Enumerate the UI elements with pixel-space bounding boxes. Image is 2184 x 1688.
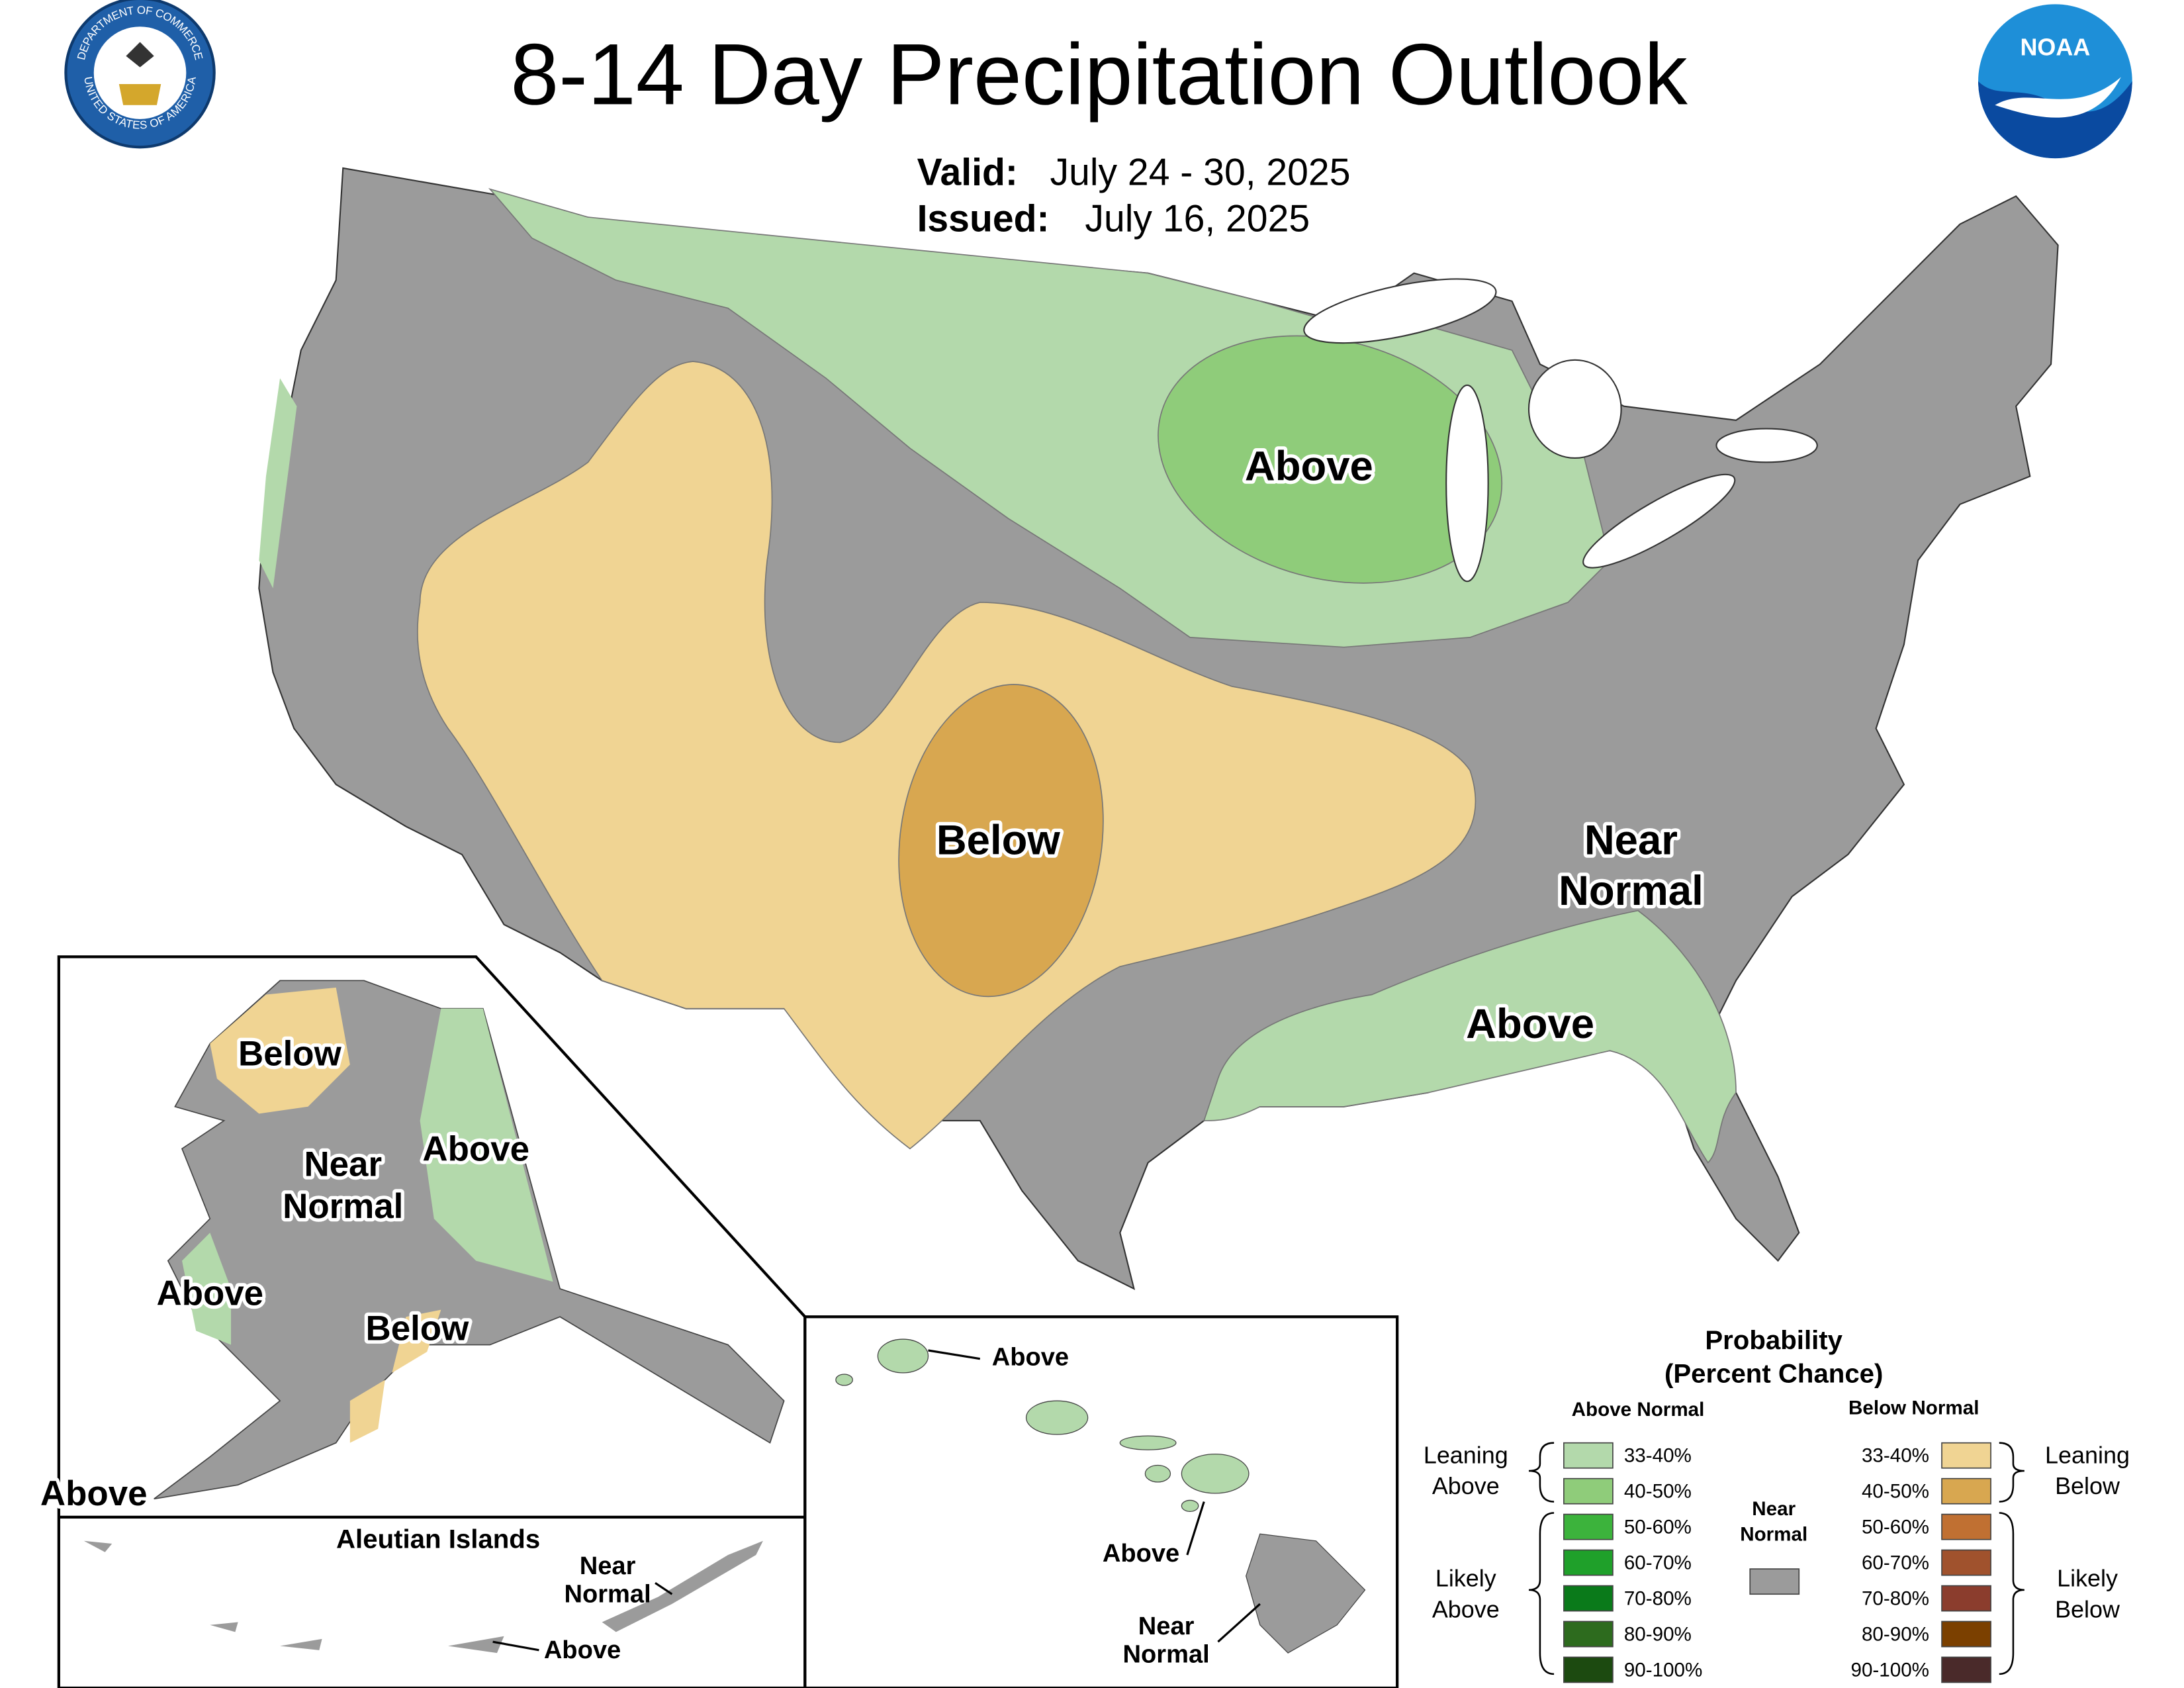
region-label: Above [157,1274,264,1313]
commerce-seal: DEPARTMENT OF COMMERCE UNITED STATES OF … [64,0,216,149]
legend-label: 60-70% [1624,1552,1692,1574]
inset-label: Normal [564,1580,651,1608]
region-label: Near [304,1145,382,1184]
header: 8-14 Day Precipitation Outlook Valid: Ju… [510,25,1688,240]
region-label: Normal [283,1187,403,1226]
legend-swatch [1941,1513,1991,1540]
legend-group-label: Leaning [1424,1441,1508,1468]
legend-swatch [1563,1549,1614,1576]
inset-label: Near [1138,1613,1195,1640]
inset-title: Aleutian Islands [336,1524,540,1554]
alaska-above-east [420,1008,553,1282]
legend-swatch [1749,1568,1800,1595]
legend-label: 80-90% [1862,1623,1929,1645]
inset-label: Normal [1123,1640,1210,1668]
noaa-text: NOAA [2020,34,2090,61]
inset-label: Above [1103,1540,1179,1568]
legend-group-label: Normal [1740,1524,1807,1546]
legend-swatch [1563,1620,1614,1648]
noaa-logo: NOAA [1978,4,2132,159]
legend-label: 60-70% [1862,1552,1929,1574]
valid-label: Valid: [917,152,1018,194]
legend-label: 90-100% [1624,1659,1703,1681]
inset-label: Near [580,1552,636,1580]
big-island [1246,1533,1366,1654]
hawaii-islands [835,1338,1250,1512]
legend-label: 70-80% [1624,1588,1692,1610]
legend-heading: Above Normal [1572,1399,1705,1421]
legend-swatch [1941,1656,1991,1683]
great-lakes [1303,278,1818,583]
region-label: Above [40,1474,148,1513]
callout-lines [492,1349,1261,1652]
legend-swatch [1563,1656,1614,1683]
legend-label: 33-40% [1624,1445,1692,1467]
legend-label: 50-60% [1862,1517,1929,1538]
legend-swatch [1563,1585,1614,1612]
legend-group-label: Above [1432,1472,1500,1499]
valid-date: July 24 - 30, 2025 [1050,152,1351,194]
region-label: Below [366,1309,470,1348]
region-label: Below [936,818,1061,864]
inset-label: Above [992,1344,1069,1372]
legend-label: 70-80% [1862,1588,1929,1610]
alaska-below-south [349,1309,441,1443]
legend-swatch [1563,1477,1614,1505]
legend-group-label: Likely [1435,1565,1496,1592]
legend-group-label: Below [2055,1595,2120,1622]
legend-braces [1528,1442,2025,1675]
legend-swatch [1941,1442,1991,1469]
legend-label: 33-40% [1862,1445,1929,1467]
legend-group-label: Above [1432,1595,1500,1622]
alaska-above-west [182,1233,232,1345]
legend-label: 90-100% [1850,1659,1929,1681]
issued-label: Issued: [917,197,1050,240]
region-label: Above [1466,1001,1594,1047]
inset-label: Above [544,1636,621,1664]
legend-heading: Below Normal [1848,1397,1979,1419]
region-label: Below [238,1035,342,1074]
legend-title: Probability [1705,1325,1843,1355]
region-label: Above [422,1129,529,1168]
above-region-southeast [1203,910,1737,1164]
legend-swatch [1563,1442,1614,1469]
legend-label: 40-50% [1862,1481,1929,1503]
alaska-inset [57,955,807,1688]
legend-group-label: Below [2055,1472,2120,1499]
above-region-coast [259,378,297,588]
region-label: Above [1245,444,1373,490]
legend-swatch [1941,1549,1991,1576]
region-label: Normal [1559,868,1704,914]
legend-label: 40-50% [1624,1481,1692,1503]
legend-group-label: Near [1752,1498,1796,1520]
title: 8-14 Day Precipitation Outlook [510,25,1688,122]
hawaii-inset [492,1315,1399,1688]
legend-swatch [1941,1585,1991,1612]
region-label: Near [1584,818,1678,864]
legend-subtitle: (Percent Chance) [1664,1359,1883,1389]
legend-swatch [1563,1513,1614,1540]
legend-group-label: Likely [2057,1565,2118,1592]
legend-label: 50-60% [1624,1517,1692,1538]
below-region-core [898,684,1104,998]
above-region-core [1158,335,1503,584]
conus [258,167,2059,1290]
legend-swatch [1941,1620,1991,1648]
legend-group-label: Leaning [2045,1441,2130,1468]
legend-swatch [1941,1477,1991,1505]
legend-label: 80-90% [1624,1623,1692,1645]
alaska-below-nw [210,987,350,1114]
issued-date: July 16, 2025 [1085,197,1310,240]
